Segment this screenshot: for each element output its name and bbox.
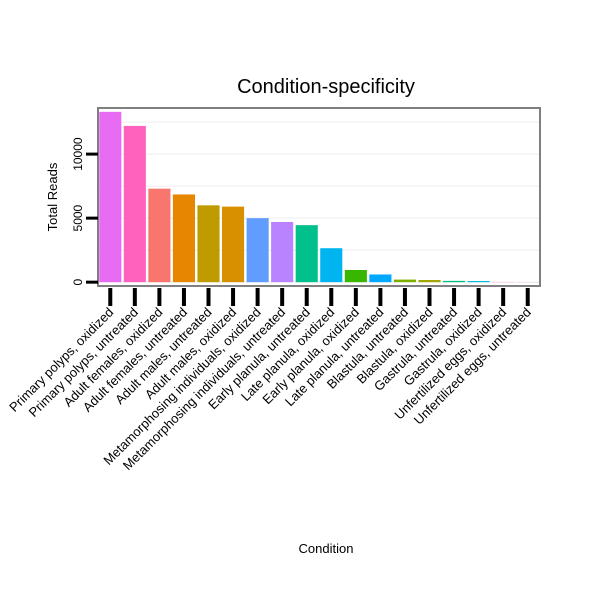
bar: [369, 274, 392, 283]
bar: [172, 194, 195, 283]
y-tick-label: 0: [71, 279, 85, 286]
y-axis: 0 5000 10000: [71, 137, 98, 286]
bar: [393, 279, 416, 283]
y-tick-label: 5000: [71, 204, 85, 231]
bar: [197, 205, 220, 283]
bar: [271, 221, 294, 283]
bar: [99, 111, 122, 283]
chart-title: Condition-specificity: [237, 76, 415, 98]
x-axis-title: Condition: [299, 541, 354, 556]
bar: [222, 206, 245, 283]
bar: [344, 269, 367, 283]
y-tick-label: 10000: [71, 137, 85, 171]
bar: [295, 225, 318, 283]
bar: [467, 281, 490, 283]
bar: [320, 248, 343, 283]
bar: [246, 218, 269, 283]
bar: [148, 188, 171, 283]
y-axis-title: Total Reads: [45, 162, 60, 231]
bar: [443, 280, 466, 283]
plot-panel-border: [97, 107, 541, 287]
grid-lines: [99, 121, 539, 283]
bar: [418, 279, 441, 283]
bars: [99, 111, 539, 283]
bar: [123, 125, 146, 283]
